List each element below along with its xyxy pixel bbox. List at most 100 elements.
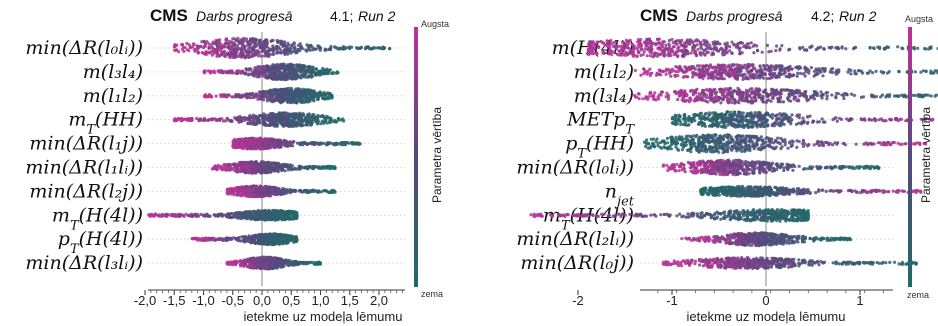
swarm-point bbox=[303, 75, 307, 79]
swarm-point bbox=[227, 39, 231, 44]
swarm-point bbox=[259, 45, 263, 50]
swarm-point bbox=[231, 140, 235, 144]
feature-swarm-1 bbox=[202, 62, 340, 82]
swarm-point bbox=[317, 190, 321, 194]
swarm-point bbox=[327, 47, 331, 52]
feature-label-2: m(l₁l₂) bbox=[83, 85, 143, 107]
swarm-point bbox=[265, 94, 269, 98]
swarm-point bbox=[263, 72, 267, 76]
swarm-point bbox=[197, 119, 201, 123]
swarm-point bbox=[296, 99, 300, 103]
swarm-point bbox=[275, 47, 279, 51]
swarm-point bbox=[259, 234, 263, 239]
swarm-point bbox=[240, 41, 245, 45]
swarm-point bbox=[290, 238, 294, 242]
swarm-point bbox=[181, 213, 185, 217]
swarm-point bbox=[225, 238, 229, 242]
swarm-point bbox=[307, 74, 311, 78]
swarm-point bbox=[289, 77, 293, 81]
swarm-point bbox=[239, 38, 243, 42]
swarm-point bbox=[183, 45, 187, 50]
swarm-point bbox=[263, 92, 268, 96]
swarm-point bbox=[209, 50, 213, 54]
swarm-point bbox=[288, 188, 292, 192]
swarm-point bbox=[242, 235, 246, 239]
swarm-point bbox=[277, 187, 281, 191]
swarm-point bbox=[215, 39, 219, 43]
swarm-point bbox=[312, 117, 316, 121]
swarm-point bbox=[261, 74, 265, 78]
swarm-point bbox=[248, 188, 252, 192]
swarm-point bbox=[314, 67, 318, 71]
swarm-point bbox=[256, 43, 260, 47]
swarm-point bbox=[253, 189, 257, 193]
swarm-point bbox=[316, 119, 320, 123]
swarm-point bbox=[295, 63, 299, 67]
swarm-point bbox=[299, 116, 303, 120]
feature-label-1: m(l₃l₄) bbox=[83, 61, 143, 83]
swarm-point bbox=[233, 188, 237, 192]
swarm-point bbox=[284, 46, 288, 50]
swarm-point bbox=[293, 166, 297, 170]
swarm-point bbox=[265, 189, 269, 193]
swarm-point bbox=[270, 112, 274, 116]
swarm-point bbox=[213, 214, 218, 218]
swarm-point bbox=[287, 47, 291, 51]
swarm-point bbox=[301, 67, 305, 71]
swarm-point bbox=[312, 90, 316, 94]
swarm-point bbox=[261, 65, 265, 69]
feature-swarm-3 bbox=[172, 111, 346, 129]
swarm-point bbox=[288, 209, 292, 213]
swarm-point bbox=[277, 68, 281, 72]
swarm-point bbox=[232, 236, 236, 240]
swarm-point bbox=[244, 49, 248, 53]
swarm-point bbox=[298, 42, 302, 46]
swarm-point bbox=[283, 115, 287, 119]
swarm-point bbox=[271, 69, 275, 73]
swarm-point bbox=[297, 189, 302, 193]
swarm-point bbox=[374, 46, 378, 50]
swarm-point bbox=[230, 212, 234, 216]
swarm-point bbox=[267, 47, 271, 51]
swarm-point bbox=[182, 49, 186, 54]
swarm-point bbox=[290, 213, 294, 217]
swarm-point bbox=[221, 71, 225, 75]
swarm-point bbox=[233, 95, 238, 99]
swarm-point bbox=[266, 143, 270, 147]
swarm-point bbox=[299, 100, 303, 104]
swarm-point bbox=[195, 116, 199, 121]
swarm-point bbox=[305, 166, 309, 170]
swarm-point bbox=[174, 48, 178, 52]
swarm-point bbox=[233, 116, 237, 120]
swarm-point bbox=[286, 86, 291, 90]
swarm-point bbox=[332, 142, 336, 146]
swarm-point bbox=[311, 188, 315, 192]
swarm-point bbox=[296, 115, 300, 119]
swarm-point bbox=[306, 190, 311, 195]
swarm-point bbox=[257, 51, 261, 56]
swarm-point bbox=[211, 40, 215, 44]
swarm-point bbox=[253, 52, 257, 56]
swarm-point bbox=[241, 94, 245, 99]
swarm-point bbox=[271, 242, 275, 246]
swarm-point bbox=[315, 116, 319, 120]
swarm-point bbox=[292, 75, 296, 79]
swarm-point bbox=[189, 45, 193, 50]
swarm-point bbox=[185, 41, 189, 46]
swarm-point bbox=[280, 191, 284, 195]
swarm-point bbox=[271, 49, 275, 53]
swarm-point bbox=[276, 217, 280, 221]
swarm-point bbox=[262, 160, 266, 164]
swarm-point bbox=[235, 47, 239, 51]
swarm-point bbox=[186, 119, 190, 123]
swarm-point bbox=[254, 236, 258, 240]
swarm-point bbox=[270, 117, 274, 122]
swarm-point bbox=[329, 141, 333, 145]
swarm-point bbox=[187, 43, 191, 47]
swarm-point bbox=[268, 242, 272, 246]
swarm-point bbox=[221, 166, 225, 170]
swarm-point bbox=[272, 46, 276, 51]
swarm-point bbox=[293, 100, 297, 104]
swarm-point bbox=[295, 238, 299, 242]
swarm-point bbox=[329, 44, 333, 49]
